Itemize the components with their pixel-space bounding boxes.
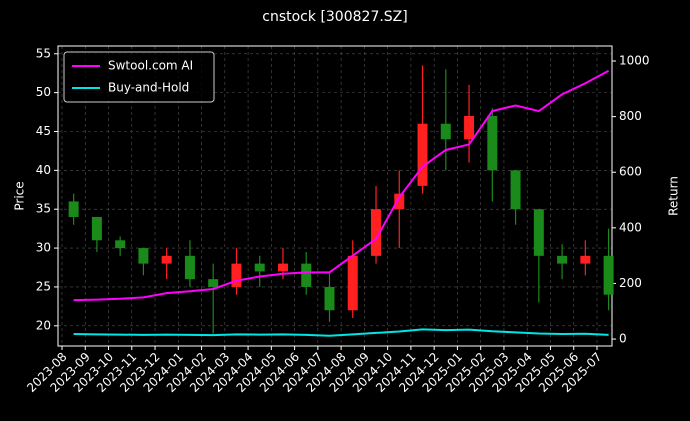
candle-body (487, 115, 498, 171)
y2-tick-label: 400 (619, 220, 642, 234)
candle-body (580, 255, 591, 264)
legend-label: Swtool.com AI (108, 59, 193, 73)
candle-body (417, 123, 428, 186)
candle-body (301, 263, 312, 287)
candle-body (115, 240, 126, 249)
candle-body (557, 255, 568, 264)
y-tick-label: 55 (36, 46, 51, 60)
y-tick-label: 25 (36, 279, 51, 293)
y-tick-label: 50 (36, 85, 51, 99)
candle-body (510, 170, 521, 210)
y-tick-label: 20 (36, 318, 51, 332)
candle-body (68, 201, 79, 217)
candle-body (277, 263, 288, 272)
legend-box (63, 51, 215, 103)
candle-body (347, 255, 358, 311)
chart-title: cnstock [300827.SZ] (262, 9, 407, 25)
candle-body (464, 115, 475, 140)
candle-body (324, 286, 335, 311)
legend-label: Buy-and-Hold (108, 81, 189, 95)
plot-frame (57, 45, 613, 347)
candle-body (91, 216, 102, 241)
y-tick-label: 35 (36, 202, 51, 216)
y2-tick-label: 600 (619, 165, 642, 179)
candle-body (184, 255, 195, 280)
y-tick-label: 30 (36, 241, 51, 255)
y-tick-label: 45 (36, 124, 51, 138)
candle-body (161, 255, 172, 264)
candle-body (138, 248, 149, 264)
candle-body (371, 209, 382, 256)
candle-body (254, 263, 265, 272)
y-tick-label: 40 (36, 163, 51, 177)
candle-body (208, 279, 219, 287)
y-axis-label: Price (13, 181, 27, 210)
y2-tick-label: 800 (619, 109, 642, 123)
y2-tick-label: 0 (619, 332, 627, 346)
candle-body (231, 263, 242, 287)
return-line (73, 328, 609, 337)
return-line (73, 69, 610, 302)
y2-tick-label: 1000 (619, 54, 650, 68)
candle-body (603, 255, 614, 295)
candle-body (440, 123, 451, 140)
candle-body (394, 193, 405, 210)
candle-body (533, 209, 544, 256)
y2-tick-label: 200 (619, 276, 642, 290)
y2-axis-label: Return (667, 176, 681, 216)
